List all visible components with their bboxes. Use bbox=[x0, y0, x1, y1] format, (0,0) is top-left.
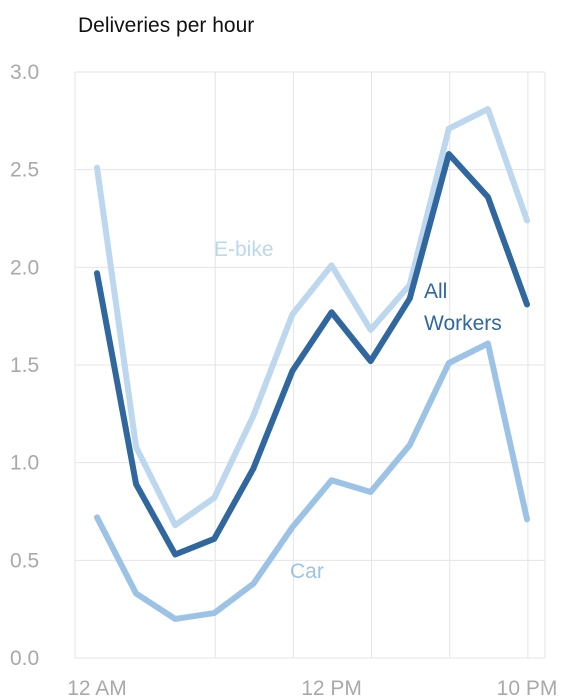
series-label-ebike: E-bike bbox=[214, 238, 274, 261]
y-tick-label: 1.5 bbox=[10, 354, 39, 377]
chart-title: Deliveries per hour bbox=[78, 14, 255, 37]
y-axis-ticks: 0.0 0.5 1.0 1.5 2.0 2.5 3.0 bbox=[10, 61, 39, 670]
y-tick-label: 1.0 bbox=[10, 452, 39, 475]
y-tick-label: 2.5 bbox=[10, 159, 39, 182]
x-tick-label: 10 PM bbox=[497, 677, 558, 700]
y-tick-label: 3.0 bbox=[10, 61, 39, 84]
x-tick-label: 12 PM bbox=[301, 677, 362, 700]
x-axis-ticks: 12 AM 12 PM 10 PM bbox=[67, 677, 557, 700]
series-lines bbox=[94, 106, 530, 622]
y-tick-label: 2.0 bbox=[10, 256, 39, 279]
series-line-car bbox=[94, 340, 530, 622]
y-tick-label: 0.0 bbox=[10, 647, 39, 670]
series-line-all-workers bbox=[94, 151, 530, 558]
series-label-all-workers-line1: All bbox=[424, 280, 447, 303]
series-label-car: Car bbox=[290, 560, 324, 583]
series-label-all-workers-line2: Workers bbox=[424, 312, 502, 335]
series-line-e-bike bbox=[94, 106, 530, 529]
x-tick-label: 12 AM bbox=[67, 677, 127, 700]
y-tick-label: 0.5 bbox=[10, 549, 39, 572]
